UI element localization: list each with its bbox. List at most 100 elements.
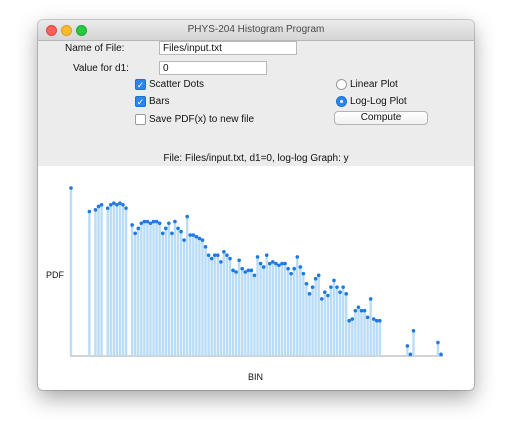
linear-plot-radio[interactable] xyxy=(336,79,347,90)
scatter-dot-31 xyxy=(188,233,193,237)
scatter-dot-75 xyxy=(323,290,327,294)
scatter-dot-81 xyxy=(341,285,345,289)
scatter-dot-21 xyxy=(157,221,162,226)
compute-button[interactable]: Compute xyxy=(334,111,428,125)
scatter-dot-25 xyxy=(170,231,174,236)
scatter-dot-49 xyxy=(243,270,248,274)
scatter-dot-78 xyxy=(332,278,336,283)
scatter-dot-98 xyxy=(439,352,443,357)
scatter-dot-50 xyxy=(246,268,251,273)
scatter-dot-67 xyxy=(298,265,303,269)
file-name-label: Name of File: xyxy=(65,43,125,54)
scatter-dot-6 xyxy=(108,203,113,207)
scatter-dot-10 xyxy=(121,203,125,207)
scatter-dot-28 xyxy=(179,229,183,234)
scatter-dot-63 xyxy=(286,266,290,271)
linear-plot-label: Linear Plot xyxy=(350,79,398,90)
scatter-dot-59 xyxy=(274,261,278,266)
scatter-dot-9 xyxy=(118,201,122,205)
scatter-dot-73 xyxy=(316,273,321,278)
scatter-dot-0 xyxy=(69,186,73,190)
scatter-dot-71 xyxy=(310,285,315,289)
scatter-dot-16 xyxy=(142,219,147,224)
scatter-dot-17 xyxy=(145,219,150,224)
scatter-dot-42 xyxy=(222,250,226,254)
window-title: PHYS-204 Histogram Program xyxy=(187,24,325,35)
scatter-dot-37 xyxy=(206,253,211,257)
log-log-plot-radio[interactable] xyxy=(336,96,347,107)
scatter-dot-53 xyxy=(255,255,260,259)
scatter-dot-19 xyxy=(151,219,156,224)
scatter-dot-55 xyxy=(261,265,266,269)
scatter-dot-34 xyxy=(197,236,202,241)
scatter-dot-57 xyxy=(267,261,272,266)
scatter-dot-12 xyxy=(130,223,134,227)
save-pdf-checkbox[interactable] xyxy=(135,114,146,125)
scatter-dot-60 xyxy=(277,263,281,268)
bars-checkbox[interactable]: ✓ xyxy=(135,96,146,107)
d1-value-input[interactable] xyxy=(159,61,267,75)
scatter-dot-86 xyxy=(356,305,361,310)
scatter-dot-46 xyxy=(234,270,238,274)
scatter-dot-36 xyxy=(203,245,208,249)
scatter-dot-35 xyxy=(200,238,205,242)
scatter-dot-44 xyxy=(228,256,232,261)
scatter-dot-62 xyxy=(283,261,287,266)
scatter-dot-85 xyxy=(353,308,358,313)
scatter-dot-5 xyxy=(105,206,110,210)
scatter-dot-96 xyxy=(411,329,416,333)
scatter-dot-56 xyxy=(264,253,269,257)
scatter-dot-40 xyxy=(215,253,220,257)
file-name-input[interactable] xyxy=(159,41,297,55)
scatter-dot-18 xyxy=(148,221,153,226)
scatter-dot-13 xyxy=(133,231,138,236)
scatter-dot-61 xyxy=(280,261,284,266)
scatter-dot-43 xyxy=(225,253,229,257)
scatter-dot-45 xyxy=(231,268,235,273)
d1-value-label: Value for d1: xyxy=(73,63,129,74)
save-pdf-label: Save PDF(x) to new file xyxy=(149,114,255,125)
x-axis-label: BIN xyxy=(248,372,264,382)
scatter-dot-72 xyxy=(313,276,318,281)
scatter-dot-2 xyxy=(93,208,98,212)
scatter-dot-27 xyxy=(176,226,180,231)
scatter-dot-91 xyxy=(371,317,376,321)
scatter-dot-4 xyxy=(99,203,104,207)
scatter-dot-24 xyxy=(167,221,171,226)
histogram-plot: PDF BIN xyxy=(38,166,474,390)
scatter-dot-58 xyxy=(271,260,275,264)
scatter-dot-48 xyxy=(240,266,245,271)
log-log-plot-label: Log-Log Plot xyxy=(350,96,407,107)
scatter-dots-checkbox[interactable]: ✓ xyxy=(135,79,146,90)
histogram-chart xyxy=(69,186,443,357)
zoom-window-button[interactable] xyxy=(76,25,87,36)
scatter-dot-52 xyxy=(252,273,257,278)
scatter-dot-51 xyxy=(249,268,254,273)
scatter-dot-89 xyxy=(365,315,370,320)
scatter-dot-47 xyxy=(237,258,241,263)
scatter-dot-88 xyxy=(362,308,367,313)
scatter-dot-94 xyxy=(405,344,410,348)
scatter-dot-20 xyxy=(154,219,159,224)
scatter-dot-41 xyxy=(219,260,223,264)
scatter-dot-33 xyxy=(194,234,199,239)
scatter-dot-14 xyxy=(136,226,141,231)
scatter-dot-83 xyxy=(347,318,352,323)
status-text: File: Files/input.txt, d1=0, log-log Gra… xyxy=(163,153,349,164)
scatter-dot-82 xyxy=(344,292,349,296)
y-axis-label: PDF xyxy=(46,270,64,280)
bars-label: Bars xyxy=(149,96,170,107)
scatter-dot-69 xyxy=(304,281,309,286)
scatter-dot-22 xyxy=(160,231,165,236)
scatter-dot-38 xyxy=(209,256,214,261)
minimize-window-button[interactable] xyxy=(61,25,72,36)
close-window-button[interactable] xyxy=(46,25,57,36)
scatter-dot-70 xyxy=(307,292,312,296)
scatter-dot-66 xyxy=(295,255,300,259)
scatter-dot-26 xyxy=(173,219,177,224)
scatter-dots-label: Scatter Dots xyxy=(149,79,205,90)
scatter-dot-95 xyxy=(408,352,413,357)
scatter-dot-68 xyxy=(301,271,306,276)
scatter-dot-29 xyxy=(182,238,186,242)
scatter-dot-84 xyxy=(350,317,355,321)
